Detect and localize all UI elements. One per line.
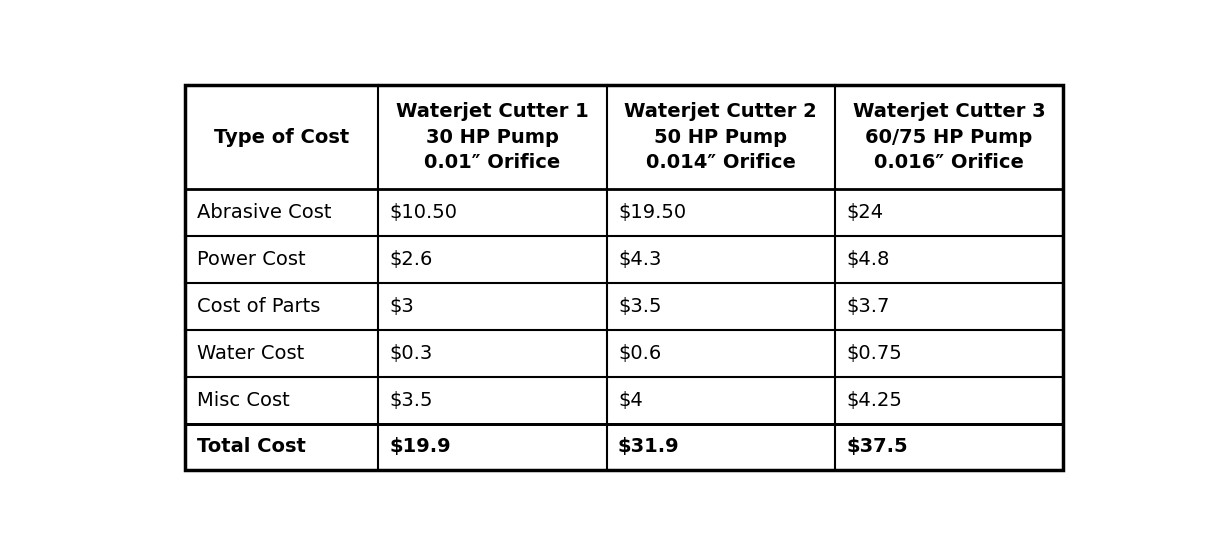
Text: $0.3: $0.3	[390, 344, 432, 362]
Text: $37.5: $37.5	[847, 437, 907, 456]
Text: $3.7: $3.7	[847, 297, 889, 316]
Text: $19.9: $19.9	[390, 437, 452, 456]
Text: Waterjet Cutter 1
30 HP Pump
0.01″ Orifice: Waterjet Cutter 1 30 HP Pump 0.01″ Orifi…	[396, 102, 590, 172]
Text: $3.5: $3.5	[390, 390, 434, 410]
Text: $4.3: $4.3	[618, 250, 661, 269]
Text: $4.25: $4.25	[847, 390, 903, 410]
Text: $3: $3	[390, 297, 414, 316]
Text: Power Cost: Power Cost	[196, 250, 306, 269]
Text: Waterjet Cutter 2
50 HP Pump
0.014″ Orifice: Waterjet Cutter 2 50 HP Pump 0.014″ Orif…	[625, 102, 817, 172]
Text: Cost of Parts: Cost of Parts	[196, 297, 320, 316]
Text: $4: $4	[618, 390, 643, 410]
Text: $2.6: $2.6	[390, 250, 434, 269]
Text: Misc Cost: Misc Cost	[196, 390, 290, 410]
Text: $24: $24	[847, 203, 883, 222]
Text: $3.5: $3.5	[618, 297, 661, 316]
Text: $4.8: $4.8	[847, 250, 889, 269]
Text: Waterjet Cutter 3
60/75 HP Pump
0.016″ Orifice: Waterjet Cutter 3 60/75 HP Pump 0.016″ O…	[853, 102, 1045, 172]
Text: Abrasive Cost: Abrasive Cost	[196, 203, 331, 222]
Text: $10.50: $10.50	[390, 203, 458, 222]
Text: $0.75: $0.75	[847, 344, 903, 362]
Text: $31.9: $31.9	[618, 437, 680, 456]
Text: Total Cost: Total Cost	[196, 437, 306, 456]
Text: $0.6: $0.6	[618, 344, 661, 362]
Text: Type of Cost: Type of Cost	[214, 128, 350, 147]
Text: Water Cost: Water Cost	[196, 344, 303, 362]
Text: $19.50: $19.50	[618, 203, 686, 222]
